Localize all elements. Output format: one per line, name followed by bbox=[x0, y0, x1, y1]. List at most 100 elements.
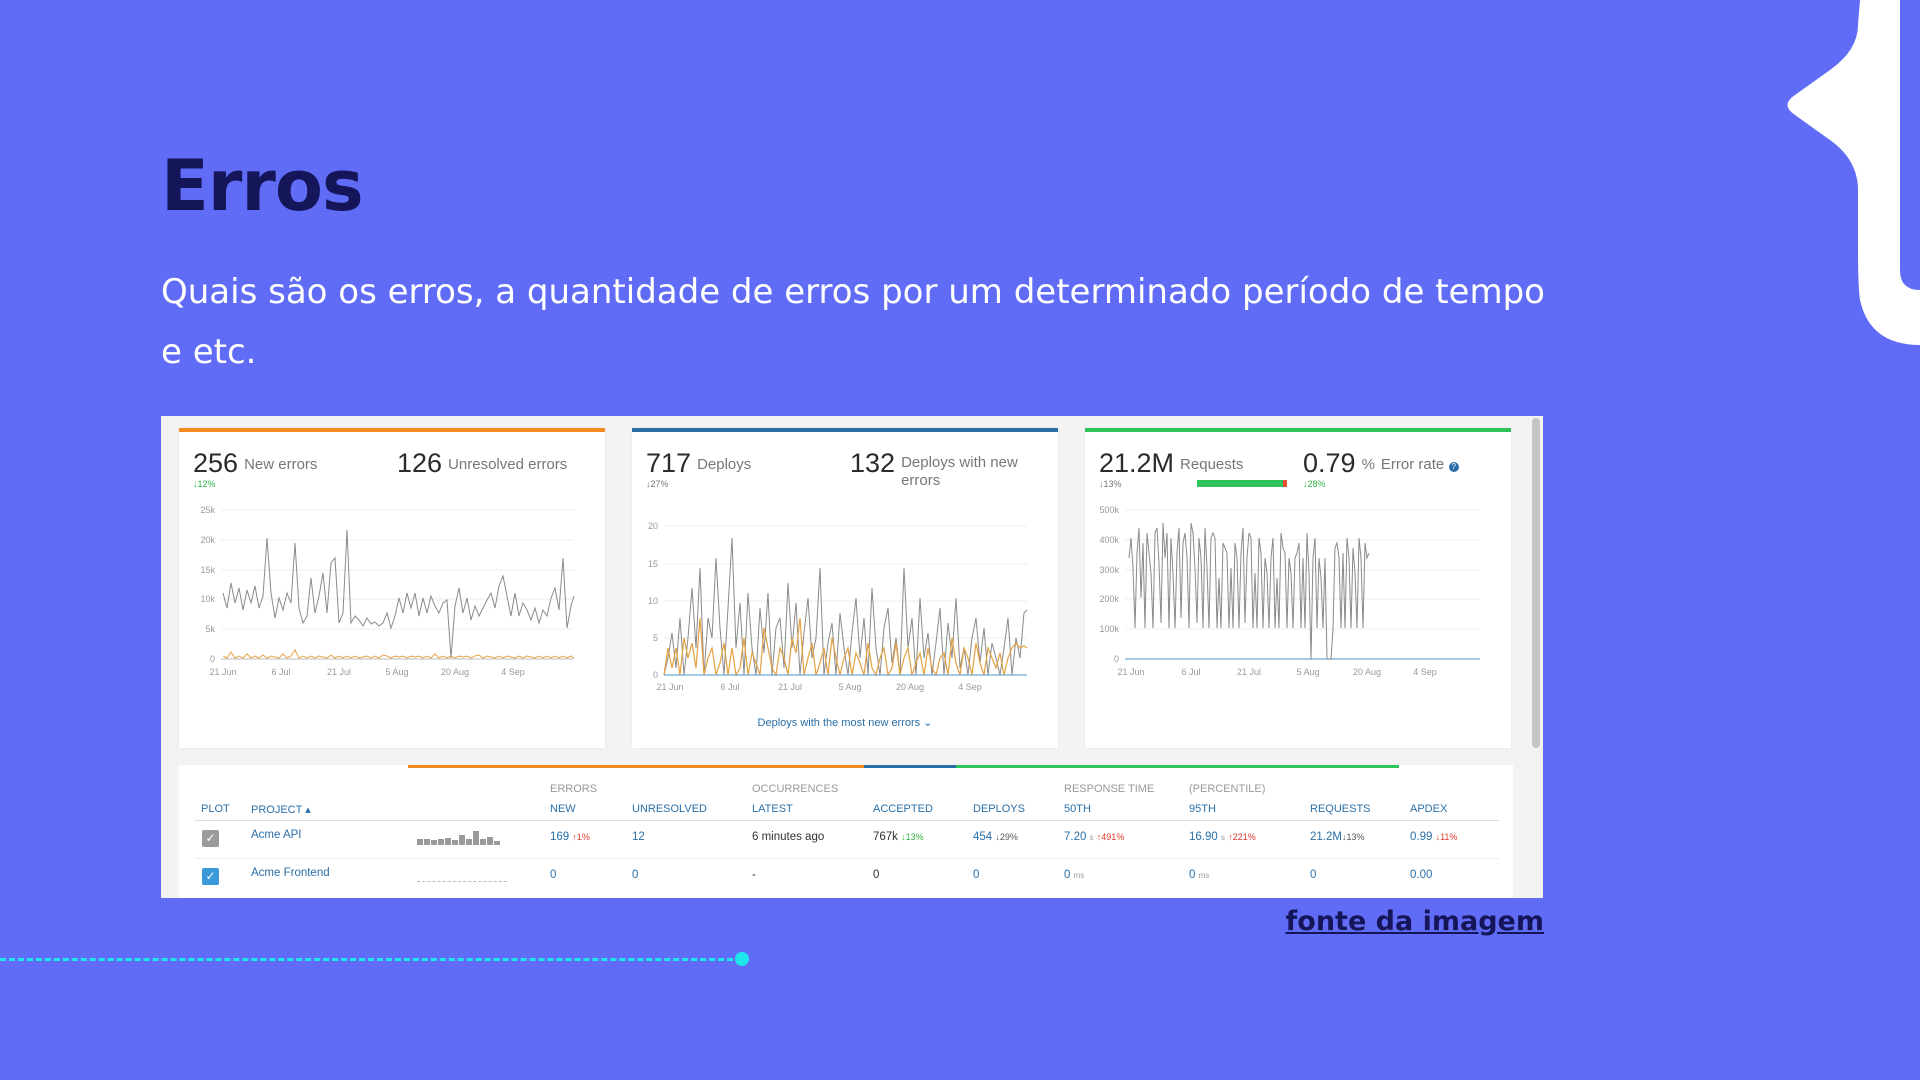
value: 767k bbox=[873, 831, 898, 843]
latest-occurrence: - bbox=[752, 869, 756, 881]
x-tick: 21 Jun bbox=[209, 667, 236, 677]
p95-value: 0 ms bbox=[1189, 869, 1209, 881]
unresolved-value[interactable]: 12 bbox=[632, 831, 645, 843]
group-header-percentile: (PERCENTILE) bbox=[1189, 783, 1266, 795]
unit: ms bbox=[1198, 871, 1210, 880]
metric-value: 126 bbox=[397, 448, 443, 478]
y-tick: 0 bbox=[1114, 654, 1119, 664]
x-tick: 6 Jul bbox=[271, 667, 290, 677]
y-tick: 100k bbox=[1099, 624, 1119, 634]
metric-delta: ↓12% bbox=[193, 479, 216, 489]
p50-value: 0 ms bbox=[1064, 869, 1084, 881]
x-tick: 20 Aug bbox=[1353, 667, 1381, 677]
group-header-errors: ERRORS bbox=[550, 783, 598, 795]
apdex-value: 0.99 ↓11% bbox=[1410, 831, 1457, 843]
column-header-requests[interactable]: REQUESTS bbox=[1310, 803, 1371, 815]
delta: ↓13% bbox=[1341, 832, 1365, 842]
column-header-deploys[interactable]: DEPLOYS bbox=[973, 803, 1025, 815]
deploys-most-new-errors-link[interactable]: Deploys with the most new errors ⌄ bbox=[757, 717, 933, 729]
metric-unit: % bbox=[1361, 456, 1375, 473]
slide-subtitle: Quais são os erros, a quantidade de erro… bbox=[161, 272, 1545, 372]
errors-panel: 256 New errors ↓12% 126 Unresolved errors … bbox=[179, 428, 605, 748]
help-icon[interactable]: ? bbox=[1448, 462, 1459, 472]
metric-value: 256 bbox=[193, 448, 239, 478]
column-header-apdex[interactable]: APDEX bbox=[1410, 803, 1448, 815]
metric-value: 0.79 bbox=[1303, 448, 1356, 478]
y-tick: 5 bbox=[653, 633, 658, 643]
requests-series bbox=[1128, 522, 1370, 660]
y-tick: 5k bbox=[205, 624, 215, 634]
deploys-value: 454 ↓29% bbox=[973, 831, 1018, 843]
new-errors-metric: 256 New errors bbox=[193, 448, 317, 479]
unresolved-errors-series bbox=[222, 649, 575, 659]
delta: ↓13% bbox=[901, 832, 924, 842]
unresolved-value[interactable]: 0 bbox=[632, 869, 639, 881]
x-tick: 5 Aug bbox=[838, 682, 861, 692]
dashboard-screenshot: 256 New errors ↓12% 126 Unresolved errors … bbox=[161, 416, 1543, 898]
deploys-accent-bar bbox=[864, 765, 956, 768]
column-header-project[interactable]: PROJECT ▴ bbox=[251, 804, 311, 816]
plot-checkbox[interactable]: ✓ bbox=[202, 830, 219, 847]
value: 454 bbox=[973, 831, 993, 843]
value: 21.2M bbox=[1310, 831, 1342, 843]
delta: ↓11% bbox=[1435, 832, 1458, 842]
value: 0 bbox=[1064, 869, 1071, 881]
panel-accent-bar bbox=[1085, 428, 1511, 432]
image-source-link[interactable]: fonte da imagem bbox=[1285, 906, 1544, 937]
latest-occurrence: 6 minutes ago bbox=[752, 831, 825, 843]
unit: ms bbox=[1073, 871, 1085, 880]
scrollbar[interactable] bbox=[1532, 418, 1540, 748]
x-tick: 4 Sep bbox=[1413, 667, 1437, 677]
deploys-series bbox=[663, 537, 1028, 676]
deploys-line-chart: 20 15 10 5 0 21 Jun 6 Jul 21 Jul 5 Aug 2… bbox=[648, 521, 1028, 692]
panel-accent-bar bbox=[632, 428, 1058, 432]
column-header-accepted[interactable]: ACCEPTED bbox=[873, 803, 933, 815]
errors-accent-bar bbox=[408, 765, 864, 768]
x-tick: 6 Jul bbox=[1181, 667, 1200, 677]
new-errors-series bbox=[222, 529, 575, 659]
accepted-value: 767k ↓13% bbox=[873, 831, 924, 843]
column-header-new[interactable]: NEW bbox=[550, 803, 576, 815]
delta: ↑221% bbox=[1228, 832, 1256, 842]
metric-label: Deploys bbox=[697, 456, 752, 473]
metric-label: Error rate bbox=[1380, 456, 1445, 473]
y-tick: 20k bbox=[200, 535, 215, 545]
x-tick: 21 Jul bbox=[1237, 667, 1261, 677]
metric-label: Unresolved errors bbox=[448, 456, 568, 473]
x-tick: 21 Jul bbox=[778, 682, 802, 692]
requests-value: 0 bbox=[1310, 869, 1317, 881]
x-tick: 4 Sep bbox=[501, 667, 525, 677]
deploys-with-new-errors-series bbox=[663, 617, 1028, 677]
row-divider bbox=[195, 858, 1499, 859]
curly-brace-decoration bbox=[1787, 0, 1920, 345]
p95-value: 16.90 s ↑221% bbox=[1189, 831, 1256, 843]
unresolved-errors-metric: 126 Unresolved errors bbox=[397, 448, 567, 479]
metric-label: New errors bbox=[244, 456, 318, 473]
project-link[interactable]: Acme Frontend bbox=[251, 867, 330, 879]
column-header-unresolved[interactable]: UNRESOLVED bbox=[632, 803, 707, 815]
plot-checkbox[interactable]: ✓ bbox=[202, 868, 219, 885]
deploys-metric: 717 Deploys bbox=[646, 448, 751, 479]
x-tick: 5 Aug bbox=[385, 667, 408, 677]
errors-line-chart: 25k 20k 15k 10k 5k 0 21 Jun 6 Jul 21 Jul… bbox=[200, 505, 575, 677]
column-header-plot: PLOT bbox=[201, 803, 230, 815]
x-tick: 21 Jun bbox=[1117, 667, 1144, 677]
deploys-with-new-errors-metric: 132 Deploys with new errors bbox=[850, 448, 1018, 490]
column-header-50th[interactable]: 50TH bbox=[1064, 803, 1091, 815]
deploys-panel: 717 Deploys ↓27% 132 Deploys with new error… bbox=[632, 428, 1058, 748]
p50-value: 7.20 s ↑491% bbox=[1064, 831, 1124, 843]
value: 7.20 bbox=[1064, 831, 1087, 843]
y-tick: 25k bbox=[200, 505, 215, 515]
slide-title: Erros bbox=[161, 145, 364, 227]
project-link[interactable]: Acme API bbox=[251, 829, 302, 841]
y-tick: 15 bbox=[648, 559, 658, 569]
accepted-value: 0 bbox=[873, 869, 880, 881]
metric-value: 717 bbox=[646, 448, 692, 478]
metric-label-line2: errors bbox=[901, 472, 941, 489]
column-header-latest[interactable]: LATEST bbox=[752, 803, 793, 815]
delta: ↑1% bbox=[572, 832, 590, 842]
metric-label-line1: Deploys with new bbox=[901, 454, 1018, 471]
column-header-95th[interactable]: 95TH bbox=[1189, 803, 1216, 815]
metric-value: 132 bbox=[850, 448, 896, 478]
value: 16.90 bbox=[1189, 831, 1218, 843]
